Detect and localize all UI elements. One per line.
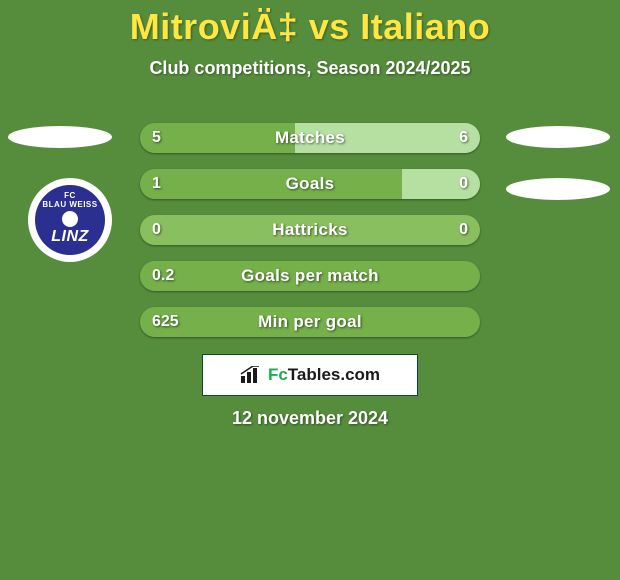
bar-chart-icon: [240, 366, 262, 384]
bar-label: Goals: [140, 169, 480, 199]
ellipse-mid-right: [506, 178, 610, 200]
date-label: 12 november 2024: [0, 408, 620, 429]
bar-label: Hattricks: [140, 215, 480, 245]
bar-row: 00Hattricks: [140, 215, 480, 245]
crest-ball-icon: [62, 211, 78, 227]
ellipse-top-left: [8, 126, 112, 148]
logo-text: FcTables.com: [268, 365, 380, 385]
subtitle: Club competitions, Season 2024/2025: [0, 58, 620, 79]
canvas: MitroviÄ‡ vs Italiano Club competitions,…: [0, 0, 620, 580]
bar-label: Min per goal: [140, 307, 480, 337]
club-crest: FC BLAU WEISS LINZ: [28, 178, 112, 262]
bar-label: Goals per match: [140, 261, 480, 291]
bar-label: Matches: [140, 123, 480, 153]
logo-text-prefix: Fc: [268, 365, 288, 384]
crest-text-main: LINZ: [51, 228, 89, 246]
bar-row: 56Matches: [140, 123, 480, 153]
bar-row: 625Min per goal: [140, 307, 480, 337]
bar-row: 0.2Goals per match: [140, 261, 480, 291]
bar-row: 10Goals: [140, 169, 480, 199]
club-crest-inner: FC BLAU WEISS LINZ: [35, 185, 105, 255]
page-title: MitroviÄ‡ vs Italiano: [0, 0, 620, 48]
fctables-logo: FcTables.com: [202, 354, 418, 396]
crest-text-mid: BLAU WEISS: [42, 200, 97, 209]
crest-text-top: FC: [64, 191, 76, 200]
ellipse-top-right: [506, 126, 610, 148]
comparison-bars: 56Matches 10Goals 00Hattricks 0.2Goals per …: [140, 123, 480, 353]
logo-text-suffix: Tables.com: [288, 365, 380, 384]
